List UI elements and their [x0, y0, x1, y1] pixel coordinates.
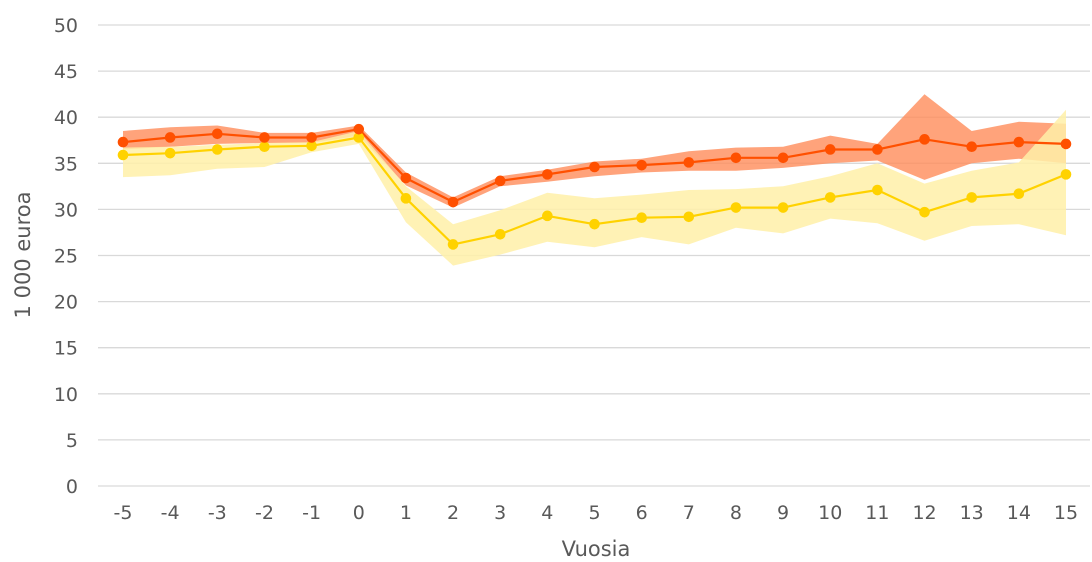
series-1-point [683, 157, 695, 168]
series-1-point [259, 132, 270, 143]
series-2-point [966, 192, 977, 203]
series-2-point [353, 132, 365, 143]
series-1-point [212, 128, 223, 140]
confidence-bands [123, 94, 1066, 266]
x-tick-label: 15 [1054, 502, 1078, 524]
x-tick-label: 14 [1007, 502, 1031, 524]
series-1-point [164, 132, 176, 143]
x-tick-label: 2 [447, 502, 459, 524]
series-1-point [306, 132, 317, 143]
x-tick-label: -5 [114, 502, 133, 524]
x-tick-label: 10 [818, 502, 842, 524]
series-1-point [1013, 136, 1025, 148]
x-tick-label: 9 [777, 502, 789, 524]
series-1-point [1060, 138, 1072, 150]
gridlines [98, 24, 1090, 487]
x-axis-title: Vuosia [562, 537, 631, 561]
series-2-point [117, 149, 129, 161]
series-points [117, 123, 1072, 250]
series-1-point [494, 175, 506, 187]
series-2-point [919, 206, 930, 218]
series-2-point [683, 211, 695, 223]
x-tick-label: 7 [683, 502, 695, 524]
series-1-point [542, 169, 553, 180]
x-tick-label: 6 [636, 502, 648, 524]
x-tick-label: 5 [588, 502, 600, 524]
y-tick-label: 5 [66, 430, 78, 452]
x-tick-label: -3 [208, 502, 227, 524]
series-2-point [259, 141, 270, 153]
series-2-point [212, 144, 223, 155]
series-1-point [636, 159, 647, 171]
series-2-point [306, 140, 317, 152]
series-2-point [164, 147, 176, 159]
y-tick-label: 15 [54, 338, 78, 360]
x-tick-label: -4 [161, 502, 180, 524]
y-tick-label: 45 [54, 61, 78, 83]
x-tick-label: 13 [960, 502, 984, 524]
series-1-point [872, 144, 883, 155]
y-axis-title: 1 000 euroa [11, 192, 35, 319]
x-tick-label: 11 [865, 502, 889, 524]
series-2-point [542, 210, 553, 222]
x-axis-ticks: -5 -4 -3 -2 -1 0 1 2 3 4 5 6 7 8 9 10 11 12 13 14 15 [114, 502, 1079, 524]
series-1-point [353, 123, 365, 135]
x-tick-label: 0 [353, 502, 365, 524]
y-tick-label: 35 [54, 153, 78, 175]
y-tick-label: 25 [54, 246, 78, 268]
series-2-point [494, 228, 506, 240]
x-tick-label: 8 [730, 502, 742, 524]
y-axis-ticks: 0 5 10 15 20 25 30 35 40 45 50 [54, 15, 78, 498]
series-2-point [730, 202, 742, 213]
series-2-point [1060, 169, 1072, 180]
x-tick-label: -1 [302, 502, 321, 524]
x-tick-label: 4 [541, 502, 553, 524]
x-tick-label: 3 [494, 502, 506, 524]
series-2-point [400, 193, 412, 204]
series-1-point [919, 134, 930, 145]
series-1-point [117, 136, 129, 148]
y-tick-label: 20 [54, 292, 78, 314]
series-2-point [589, 218, 600, 230]
series-1-point [777, 152, 789, 164]
series-2-point [872, 184, 883, 196]
x-tick-label: -2 [255, 502, 274, 524]
series-1-point [730, 152, 742, 164]
series-1-point [589, 161, 600, 173]
series-1-point [824, 144, 836, 155]
series-2-point [777, 202, 789, 213]
series-1-point [447, 196, 459, 208]
series-1-point [400, 172, 412, 184]
series-2-point [636, 212, 647, 223]
y-tick-label: 10 [54, 384, 78, 406]
x-tick-label: 1 [400, 502, 412, 524]
series-2-point [824, 192, 836, 203]
series-1-point [966, 141, 977, 153]
series-2-point [447, 239, 459, 250]
series-2-point [1013, 188, 1025, 200]
y-tick-label: 40 [54, 107, 78, 129]
y-tick-label: 30 [54, 199, 78, 221]
y-tick-label: 0 [66, 476, 78, 498]
y-tick-label: 50 [54, 15, 78, 37]
x-tick-label: 12 [912, 502, 936, 524]
